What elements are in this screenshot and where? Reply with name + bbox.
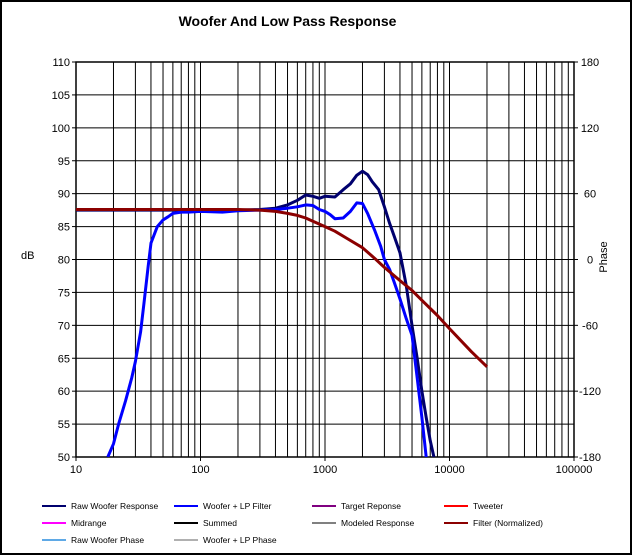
y2-axis-label: Phase [598, 241, 610, 272]
y-tick-label: 110 [52, 57, 70, 69]
legend-label: Woofer + LP Phase [203, 535, 277, 545]
legend-label: Summed [203, 518, 237, 528]
legend-label: Modeled Response [341, 518, 415, 528]
y2-tick-label: 0 [587, 255, 593, 267]
legend-label: Raw Woofer Phase [71, 535, 144, 545]
x-tick-label: 1000 [313, 464, 337, 476]
y-tick-label: 55 [58, 419, 70, 431]
y2-tick-label: 120 [581, 123, 599, 135]
y-tick-label: 75 [58, 287, 70, 299]
series-layer [76, 169, 489, 457]
y-tick-label: 90 [58, 189, 70, 201]
y-tick-label: 85 [58, 222, 70, 234]
legend-label: Midrange [71, 518, 107, 528]
y-tick-label: 105 [52, 90, 70, 102]
y-tick-label: 65 [58, 353, 70, 365]
x-tick-label: 100000 [556, 464, 593, 476]
legend: Raw Woofer Response Woofer + LP Filter Tar… [42, 501, 543, 545]
legend-label: Woofer + LP Filter [203, 501, 272, 511]
x-tick-label: 100 [191, 464, 209, 476]
y-tick-label: 100 [52, 123, 70, 135]
y-tick-label: 95 [58, 156, 70, 168]
axes-layer [72, 61, 578, 461]
y-axis-label: dB [21, 250, 34, 262]
y-tick-label: 80 [58, 255, 70, 267]
tick-label-layer: 110 105 100 95 90 85 80 75 70 65 60 55 50 180 120 60 0 -6… [52, 57, 601, 476]
legend-label: Filter (Normalized) [473, 518, 543, 528]
x-tick-label: 10000 [434, 464, 465, 476]
legend-label: Target Reponse [341, 501, 401, 511]
y-tick-label: 70 [58, 320, 70, 332]
legend-label: Raw Woofer Response [71, 501, 159, 511]
chart-title: Woofer And Low Pass Response [178, 13, 397, 29]
y2-tick-label: -180 [579, 452, 601, 464]
legend-label: Tweeter [473, 501, 503, 511]
y2-tick-label: 180 [581, 57, 599, 69]
y-tick-label: 50 [58, 452, 70, 464]
y2-tick-label: 60 [584, 189, 596, 201]
x-tick-label: 10 [70, 464, 82, 476]
series-line-2 [76, 208, 489, 368]
y2-tick-label: -120 [579, 386, 601, 398]
grid-layer [76, 62, 574, 457]
series-line-1 [106, 201, 428, 457]
y-tick-label: 60 [58, 386, 70, 398]
y2-tick-label: -60 [582, 320, 598, 332]
